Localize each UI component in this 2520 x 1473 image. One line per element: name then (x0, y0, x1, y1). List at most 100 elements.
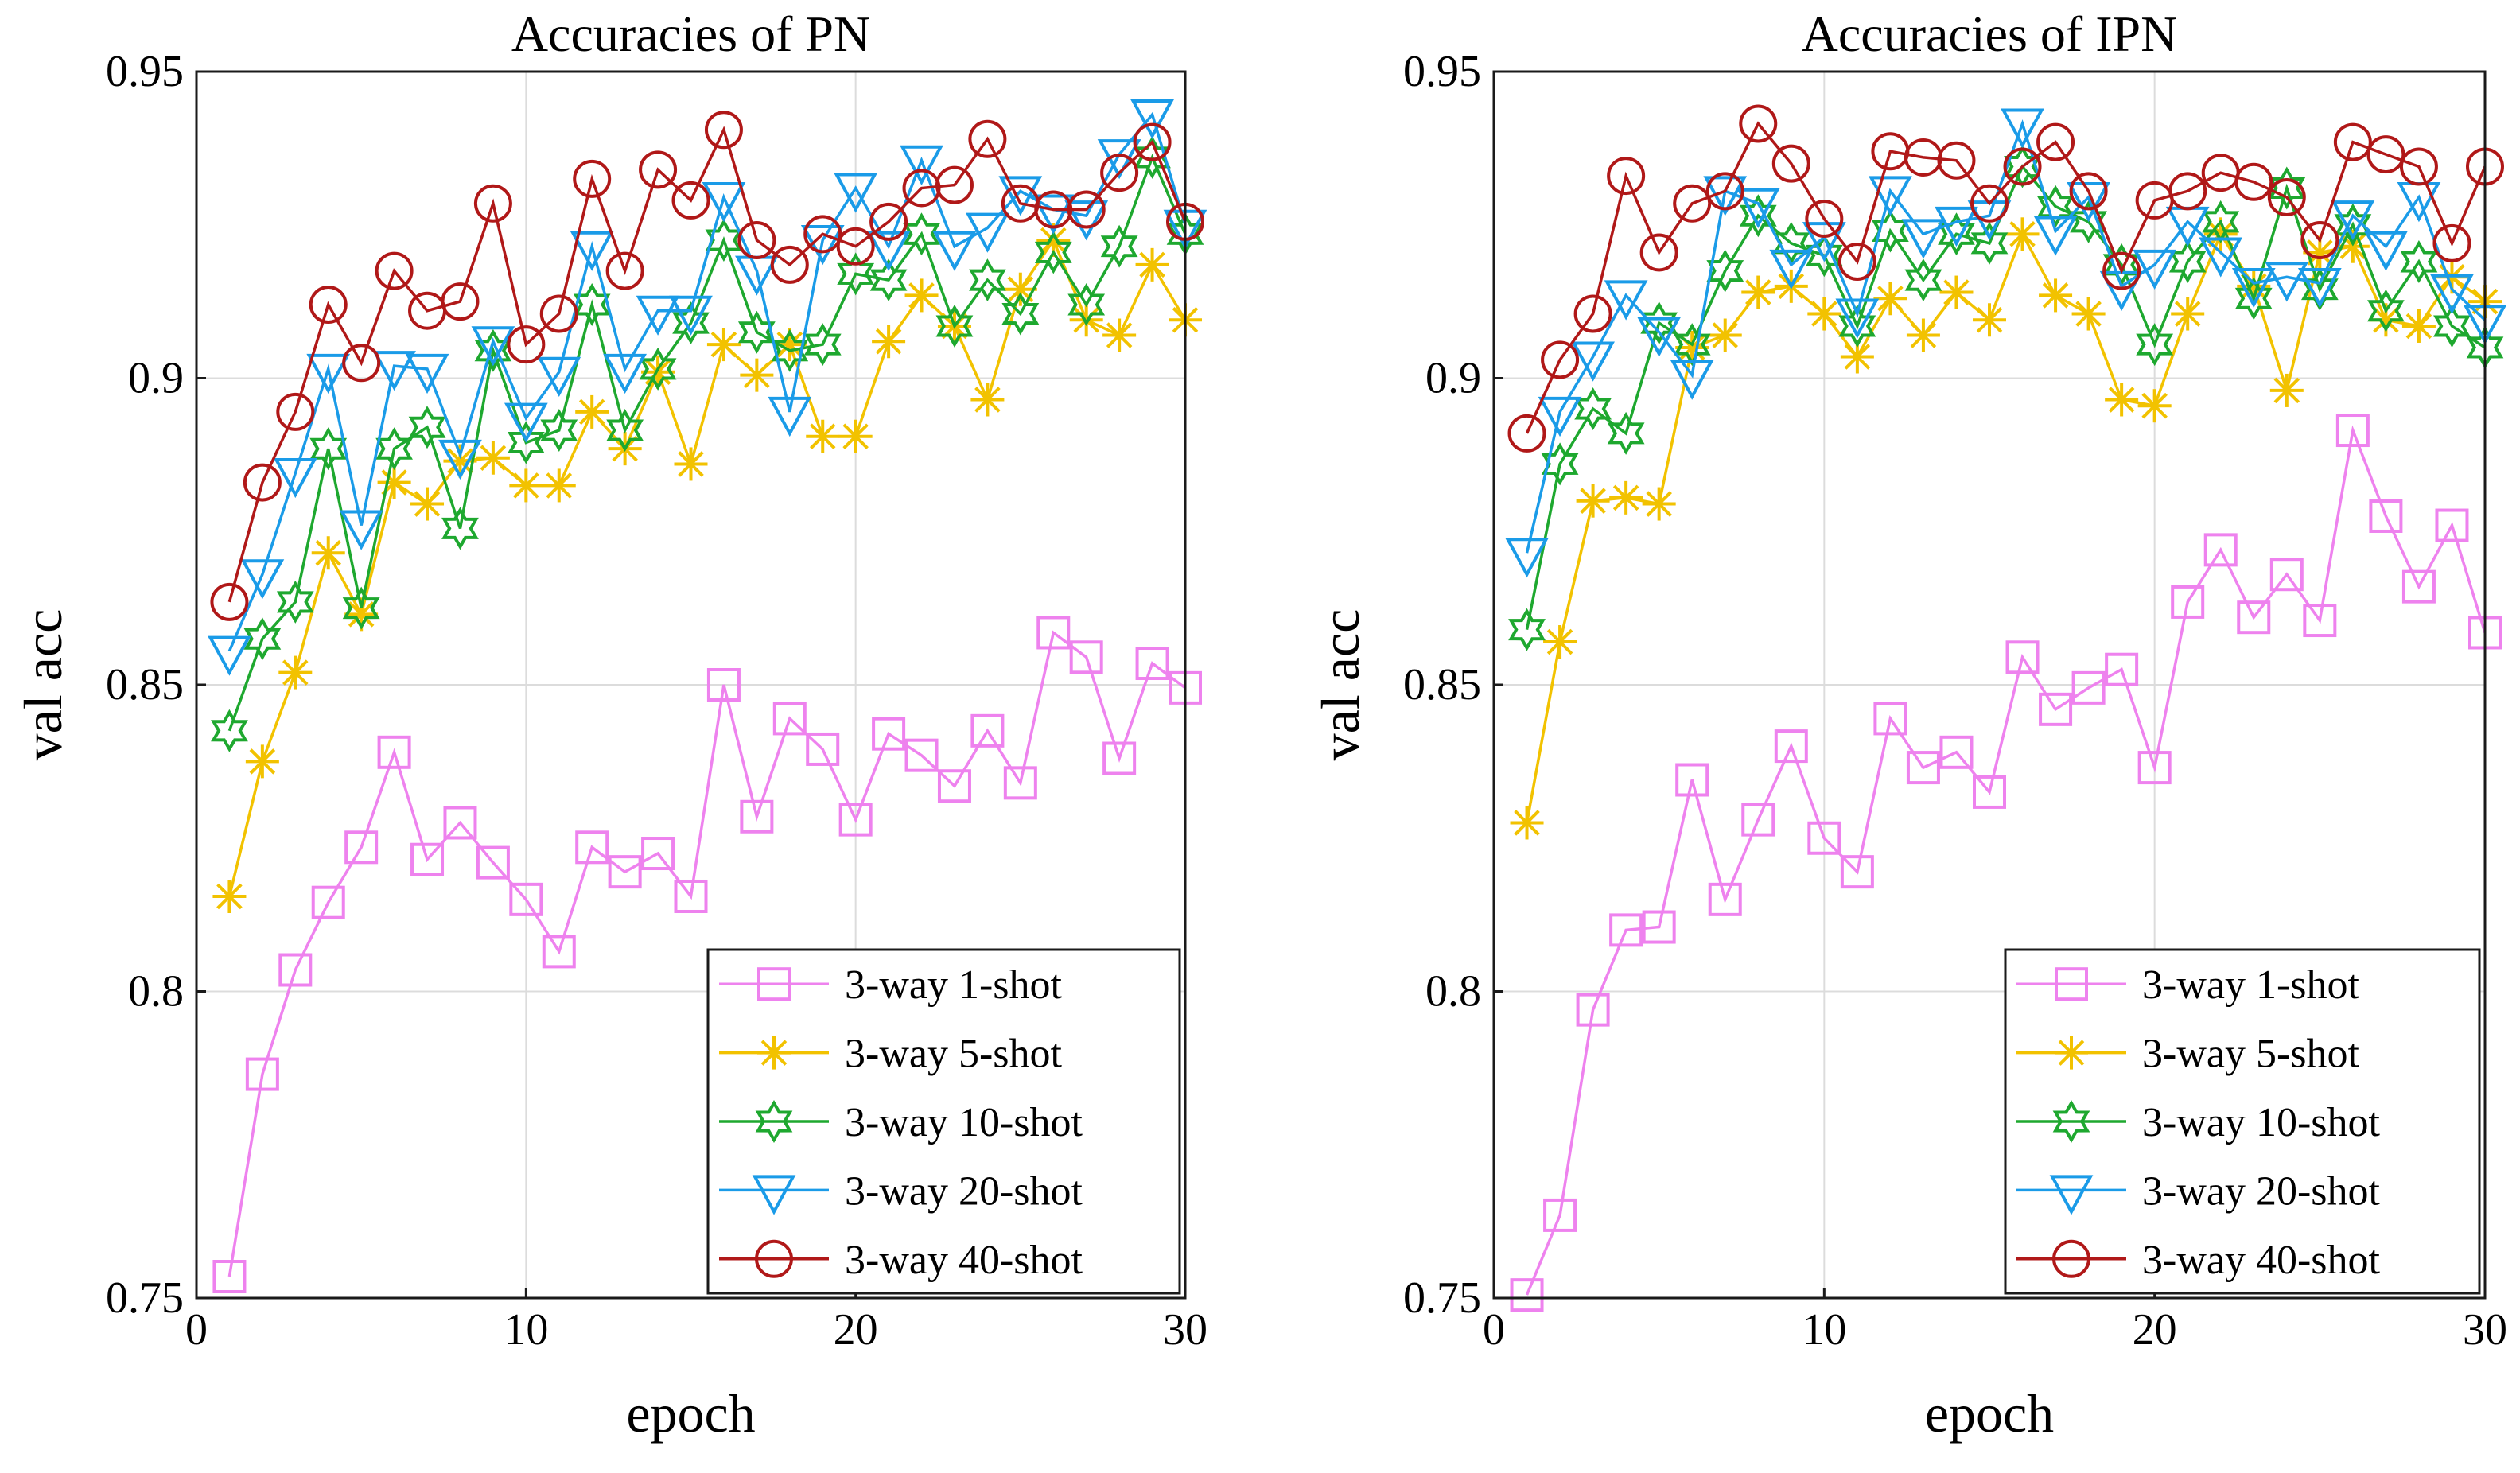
data-point-40-shot (803, 215, 842, 254)
data-point-1-shot (2039, 692, 2073, 726)
data-point-40-shot (1507, 414, 1546, 453)
data-point-1-shot (1102, 741, 1137, 775)
legend-label: 3-way 5-shot (2142, 1032, 2360, 1077)
legend-label: 3-way 40-shot (2142, 1238, 2381, 1283)
data-point-5-shot (2071, 297, 2106, 331)
data-point-1-shot (1939, 735, 1974, 769)
data-point-20-shot (834, 173, 878, 213)
data-point-40-shot (605, 251, 644, 290)
data-point-40-shot (1607, 157, 1646, 196)
data-point-10-shot (1805, 234, 1843, 278)
data-point-5-shot (904, 278, 939, 313)
data-point-10-shot (342, 586, 380, 630)
x-tick-label: 20 (2133, 1305, 2177, 1354)
data-point-5-shot (1906, 318, 1940, 352)
data-point-10-shot (408, 406, 446, 449)
data-point-20-shot (537, 356, 581, 397)
y-axis-label: val acc (1310, 609, 1371, 761)
data-point-20-shot (702, 182, 746, 223)
legend-marker (757, 1036, 791, 1070)
data-point-20-shot (1901, 219, 1946, 259)
legend-entry: 3-way 5-shot (719, 1032, 1063, 1077)
chart-title: Accuracies of IPN (1802, 6, 2178, 62)
data-point-1-shot (1003, 766, 1037, 800)
chart-title: Accuracies of PN (511, 6, 870, 62)
data-point-5-shot (838, 419, 873, 453)
data-point-40-shot (1034, 190, 1073, 229)
data-point-10-shot (2433, 305, 2471, 348)
data-point-20-shot (1064, 200, 1109, 241)
data-point-20-shot (1769, 249, 1814, 290)
data-point-1-shot (2401, 569, 2436, 604)
data-point-5-shot (1840, 340, 1874, 374)
data-point-40-shot (342, 344, 381, 383)
data-point-1-shot (872, 717, 906, 751)
data-point-1-shot (2105, 652, 2139, 686)
data-point-5-shot (740, 358, 774, 392)
data-point-40-shot (935, 165, 974, 204)
y-tick-label: 0.8 (128, 967, 184, 1016)
chart-pn: 0 10 20 30 0.75 0.8 0.85 0.9 0.95 Accuracies of P… (13, 6, 1208, 1444)
data-point-1-shot (1069, 640, 1103, 674)
data-point-5-shot (1036, 223, 1071, 258)
data-point-20-shot (1736, 188, 1780, 228)
data-point-40-shot (2003, 147, 2042, 186)
data-point-20-shot (1835, 298, 1880, 339)
data-point-40-shot (2168, 172, 2207, 211)
data-point-20-shot (2364, 231, 2408, 271)
data-point-1-shot (838, 803, 873, 837)
data-point-1-shot (806, 732, 840, 766)
series-line-20-shot (228, 111, 1187, 652)
data-point-5-shot (2005, 217, 2040, 251)
data-point-10-shot (606, 409, 644, 452)
data-point-40-shot (1100, 154, 1139, 192)
data-point-1-shot (772, 702, 807, 736)
data-point-20-shot (1505, 538, 1549, 578)
data-point-1-shot (2137, 751, 2172, 785)
data-point-20-shot (1130, 99, 1174, 140)
legend-entry: 3-way 1-shot (719, 962, 1063, 1008)
data-point-40-shot (1838, 243, 1876, 282)
x-tick-label: 30 (1163, 1305, 1208, 1354)
legend-label: 3-way 5-shot (845, 1032, 1063, 1077)
data-point-40-shot (671, 181, 710, 220)
data-point-1-shot (1807, 821, 1841, 855)
data-point-10-shot (507, 421, 545, 464)
data-point-40-shot (243, 463, 282, 502)
data-point-20-shot (966, 212, 1009, 253)
data-point-10-shot (2334, 203, 2372, 247)
data-point-1-shot (2369, 499, 2403, 533)
series-1-shot (212, 616, 1202, 1294)
y-tick-label: 0.95 (106, 47, 184, 96)
data-point-5-shot (970, 383, 1005, 417)
data-point-1-shot (377, 735, 411, 769)
data-point-1-shot (1873, 702, 1908, 736)
data-point-1-shot (1642, 910, 1676, 944)
y-tick-label: 0.75 (1403, 1273, 1481, 1323)
data-point-1-shot (245, 1057, 279, 1091)
data-point-40-shot (1133, 122, 1172, 161)
legend: 3-way 1-shot 3-way 5-shot 3-way 10-shot 3-w… (706, 948, 1181, 1295)
series-line-20-shot (1525, 119, 2487, 554)
data-point-20-shot (2199, 237, 2243, 278)
data-point-5-shot (674, 447, 708, 481)
data-point-5-shot (1510, 806, 1544, 840)
data-point-20-shot (306, 353, 351, 394)
legend-marker (757, 967, 791, 1001)
data-point-40-shot (1673, 184, 1712, 223)
data-point-1-shot (1840, 855, 1874, 889)
data-point-40-shot (1705, 172, 1744, 211)
y-tick-label: 0.8 (1425, 967, 1481, 1016)
data-point-40-shot (2102, 251, 2141, 290)
data-point-5-shot (1807, 297, 1841, 331)
legend-marker (752, 1175, 796, 1215)
data-point-5-shot (806, 419, 840, 453)
y-tick-label: 0.75 (106, 1273, 184, 1323)
legend-entry: 3-way 40-shot (719, 1238, 1083, 1283)
data-point-1-shot (641, 837, 675, 871)
data-point-10-shot (441, 507, 479, 550)
legend-marker (2055, 1036, 2088, 1070)
data-point-1-shot (2335, 414, 2370, 448)
chart-ipn: 0 10 20 30 0.75 0.8 0.85 0.9 0.95 Accuracies of I… (1310, 6, 2507, 1444)
